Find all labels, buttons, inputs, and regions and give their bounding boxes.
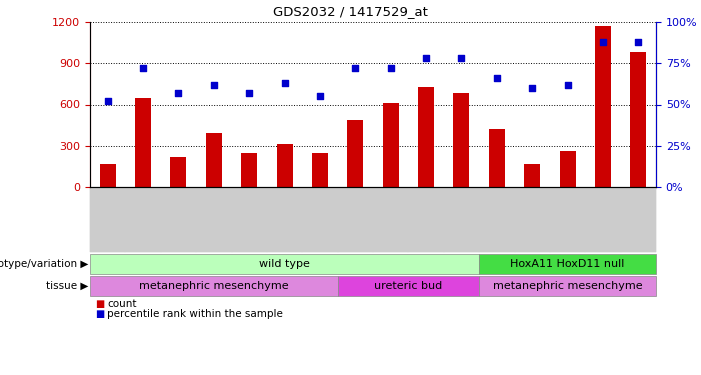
Text: ureteric bud: ureteric bud — [374, 281, 442, 291]
Bar — [100, 164, 116, 187]
Bar — [418, 87, 434, 187]
Bar — [196, 187, 231, 252]
Point — [562, 82, 573, 88]
Bar — [454, 93, 470, 187]
Bar — [312, 153, 328, 187]
Bar — [373, 187, 409, 252]
Point — [243, 90, 254, 96]
Point — [456, 55, 467, 61]
Bar — [630, 52, 646, 187]
Bar — [170, 157, 186, 187]
Text: GDS2032 / 1417529_at: GDS2032 / 1417529_at — [273, 5, 428, 18]
Text: wild type: wild type — [259, 259, 310, 269]
Bar — [206, 134, 222, 187]
Bar — [241, 153, 257, 187]
Bar — [338, 187, 373, 252]
Text: count: count — [107, 299, 137, 309]
Point — [314, 93, 325, 99]
Bar — [479, 254, 656, 274]
Bar — [90, 254, 479, 274]
Point — [526, 85, 538, 91]
Point — [597, 39, 608, 45]
Bar — [515, 187, 550, 252]
Bar — [489, 129, 505, 187]
Bar — [479, 276, 656, 296]
Text: ■: ■ — [95, 309, 104, 319]
Bar — [559, 150, 576, 187]
Bar — [277, 144, 292, 187]
Point — [137, 65, 149, 71]
Bar — [585, 187, 620, 252]
Bar — [161, 187, 196, 252]
Point — [385, 65, 396, 71]
Point — [208, 82, 219, 88]
Bar — [524, 164, 540, 187]
Bar — [444, 187, 479, 252]
Text: tissue ▶: tissue ▶ — [46, 281, 88, 291]
Bar — [135, 98, 151, 187]
Text: metanephric mesenchyme: metanephric mesenchyme — [139, 281, 289, 291]
Point — [633, 39, 644, 45]
Bar — [90, 276, 338, 296]
Bar — [125, 187, 161, 252]
Bar — [620, 187, 656, 252]
Text: ■: ■ — [95, 299, 104, 309]
Bar — [267, 187, 302, 252]
Text: percentile rank within the sample: percentile rank within the sample — [107, 309, 283, 319]
Point — [173, 90, 184, 96]
Text: metanephric mesenchyme: metanephric mesenchyme — [493, 281, 642, 291]
Text: genotype/variation ▶: genotype/variation ▶ — [0, 259, 88, 269]
Bar — [90, 187, 125, 252]
Bar — [348, 120, 363, 187]
Point — [350, 65, 361, 71]
Point — [491, 75, 503, 81]
Point — [421, 55, 432, 61]
Bar — [231, 187, 267, 252]
Bar — [595, 26, 611, 187]
Bar — [479, 187, 515, 252]
Bar — [338, 276, 479, 296]
Bar — [409, 187, 444, 252]
Bar — [550, 187, 585, 252]
Point — [279, 80, 290, 86]
Text: HoxA11 HoxD11 null: HoxA11 HoxD11 null — [510, 259, 625, 269]
Bar — [302, 187, 338, 252]
Point — [102, 98, 114, 104]
Bar — [383, 103, 399, 187]
